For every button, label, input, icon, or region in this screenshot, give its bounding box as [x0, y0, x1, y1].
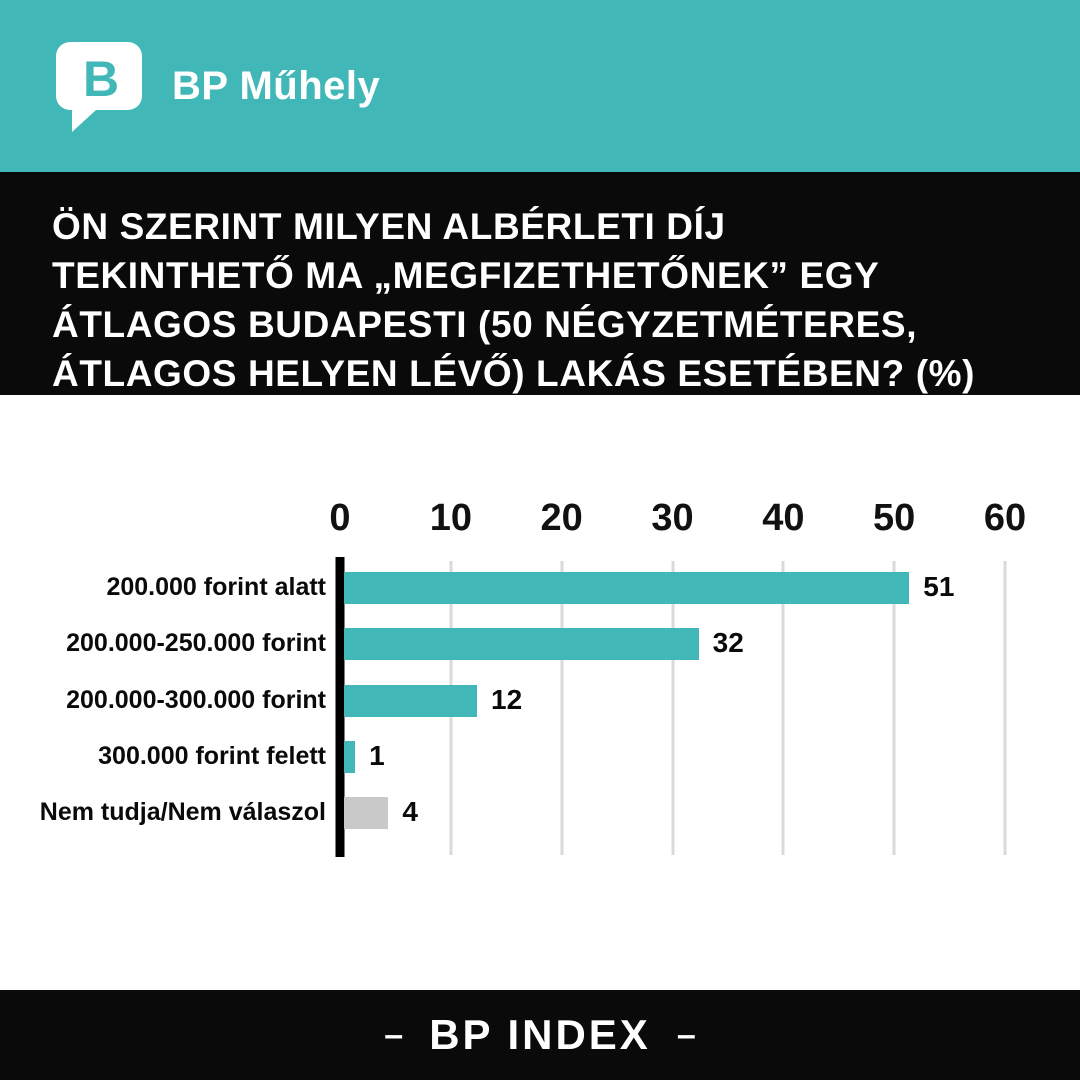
footer-left-mark: –: [384, 1016, 404, 1054]
bp-muhely-logo-icon: B: [56, 42, 142, 132]
category-label: Nem tudja/Nem válaszol: [39, 798, 326, 827]
chart: 0 10 20 30 40 50 60 200.000 forint alatt 51 200.0…: [0, 395, 1080, 990]
y-axis-line: [335, 557, 345, 857]
brand-header: B BP Műhely: [0, 0, 1080, 172]
footer: – BP INDEX –: [0, 990, 1080, 1080]
footer-title: BP INDEX: [429, 1011, 651, 1058]
gridline: [781, 561, 785, 855]
bar: [344, 684, 477, 717]
bar: [344, 797, 389, 830]
x-tick-label: 0: [329, 497, 351, 539]
bar: [344, 628, 699, 661]
value-label: 12: [491, 683, 523, 715]
value-label: 51: [923, 571, 955, 602]
brand-name: BP Műhely: [172, 63, 381, 108]
category-label: 300.000 forint felett: [98, 741, 326, 770]
value-label: 4: [402, 796, 418, 828]
gridline: [1003, 561, 1007, 855]
question-band: ÖN SZERINT MILYEN ALBÉRLETI DÍJ TEKINTHET…: [0, 172, 1080, 395]
x-tick-label: 20: [540, 497, 583, 539]
value-label: 1: [369, 739, 385, 771]
x-tick-label: 60: [983, 497, 1027, 539]
question-line: ÁTLAGOS HELYEN LÉVŐ) LAKÁS ESETÉBEN? (%): [52, 353, 976, 394]
gridline: [560, 561, 564, 855]
value-label: 32: [712, 627, 744, 659]
bar: [344, 572, 910, 604]
category-label: 200.000 forint alatt: [106, 573, 326, 601]
gridline: [892, 561, 896, 855]
category-label: 200.000-250.000 forint: [66, 629, 326, 658]
svg-text:B: B: [83, 51, 119, 107]
x-tick-label: 30: [651, 497, 694, 539]
footer-right-mark: –: [676, 1016, 696, 1054]
category-label: 200.000-300.000 forint: [66, 685, 326, 714]
x-tick-label: 40: [762, 497, 805, 539]
bar: [344, 740, 356, 773]
question-line: ÖN SZERINT MILYEN ALBÉRLETI DÍJ: [52, 206, 726, 247]
question-line: ÁTLAGOS BUDAPESTI (50 NÉGYZETMÉTERES,: [52, 304, 918, 345]
question-line: TEKINTHETŐ MA „MEGFIZETHETŐNEK” EGY: [52, 255, 880, 296]
gridline: [671, 561, 674, 855]
question-text: ÖN SZERINT MILYEN ALBÉRLETI DÍJ TEKINTHET…: [52, 202, 1040, 398]
x-tick-label: 10: [429, 497, 472, 539]
x-tick-label: 50: [873, 497, 916, 539]
